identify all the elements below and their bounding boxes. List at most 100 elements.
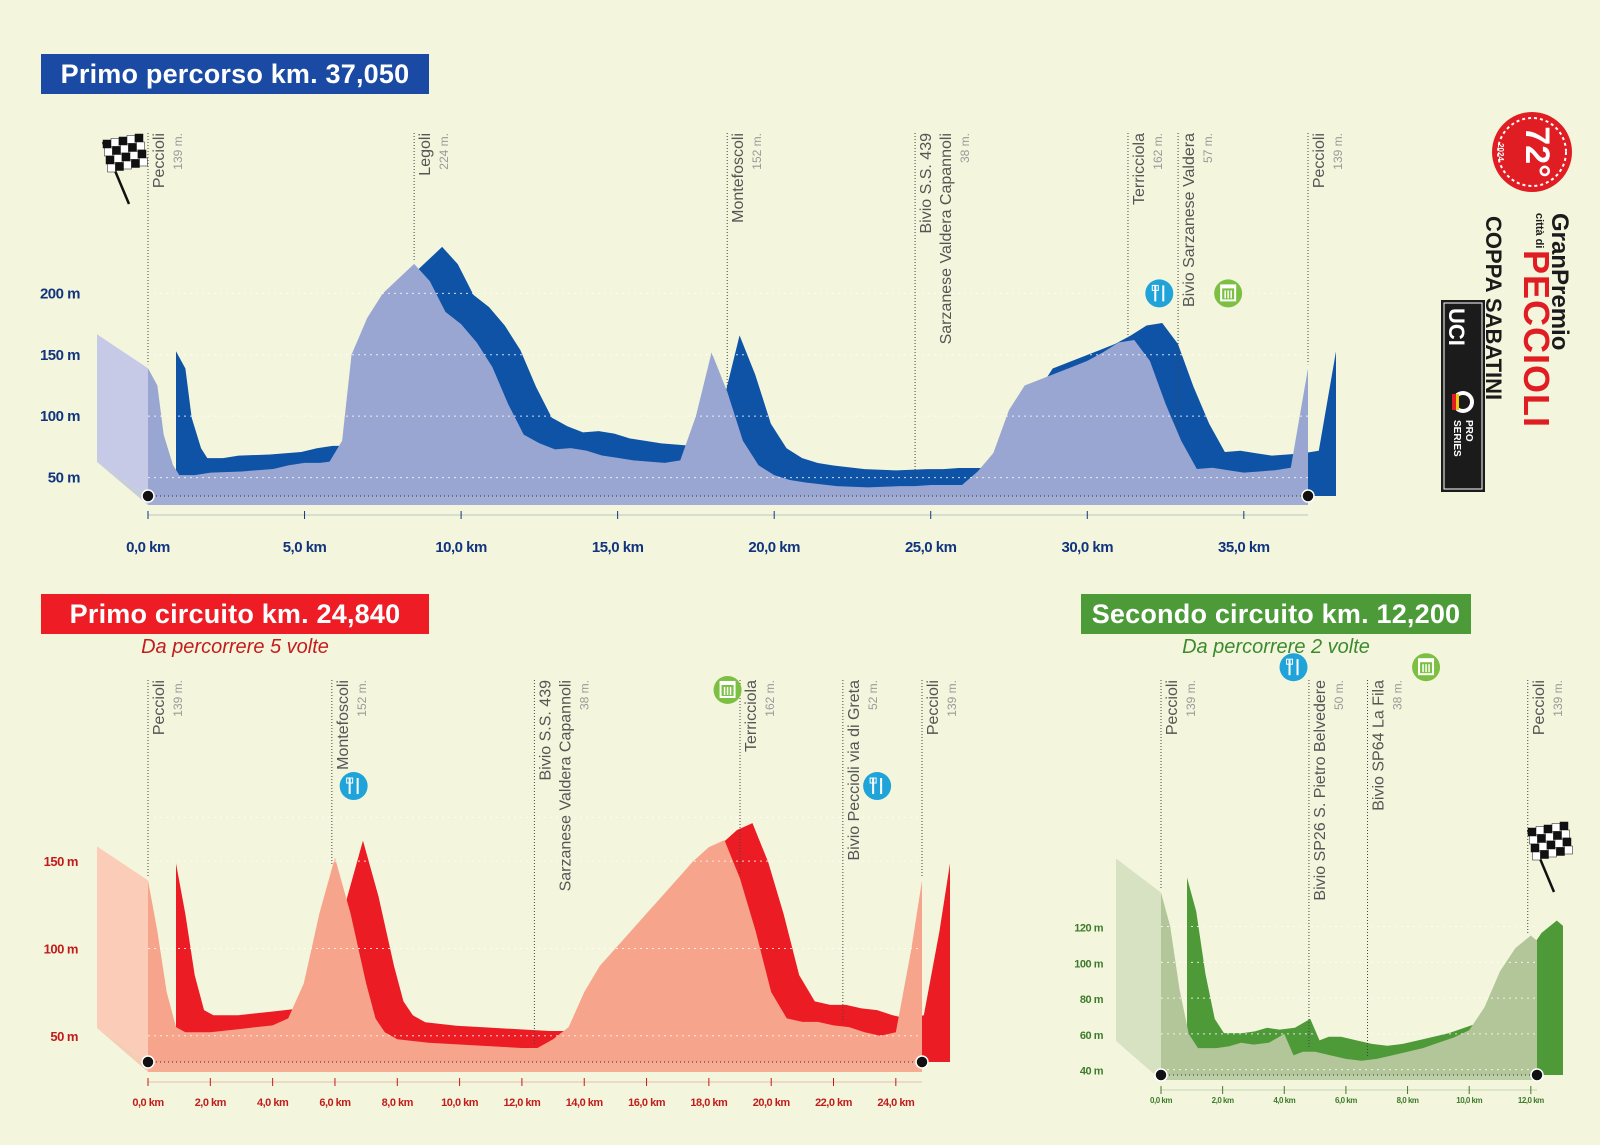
- waypoint-name: Peccioli: [1531, 680, 1548, 735]
- feed-zone-icon: [863, 772, 892, 801]
- edition-year: 2024: [1496, 143, 1505, 161]
- x-tick-label: 24,0 km: [877, 1097, 915, 1109]
- x-tick-label: 0,0 km: [132, 1097, 164, 1109]
- x-tick-label: 18,0 km: [690, 1097, 728, 1109]
- end-dot: [915, 1055, 929, 1069]
- waypoint-name: Terricciola: [743, 680, 760, 752]
- y-tick-label: 200 m: [40, 285, 80, 302]
- waypoint: Legoli 224 m.: [413, 133, 451, 260]
- x-tick-label: 6,0 km: [1335, 1096, 1357, 1105]
- x-tick-label: 30,0 km: [1061, 539, 1113, 556]
- waypoint-name: Bivio S.S. 439: [918, 133, 935, 234]
- waypoint: Peccioli 139 m.: [1160, 680, 1198, 889]
- waypoint: Bivio S.S. 439 Sarzanese Valdera Capannol…: [533, 680, 591, 1045]
- waypoint: Bivio S.S. 439 Sarzanese Valdera Capannol…: [914, 133, 972, 483]
- waypoint: Montefoscoli 152 m.: [726, 133, 764, 388]
- waypoint-altitude: 162 m.: [1151, 133, 1165, 170]
- waste-zone-icon: [1412, 653, 1441, 682]
- x-tick-label: 14,0 km: [566, 1097, 604, 1109]
- waypoint-altitude: 224 m.: [437, 133, 451, 170]
- waypoint-altitude: 152 m.: [355, 680, 369, 717]
- x-tick-label: 20,0 km: [748, 539, 800, 556]
- x-tick-label: 4,0 km: [257, 1097, 289, 1109]
- waypoint-name: Bivio SP64 La Fila: [1370, 680, 1387, 811]
- waypoint: Bivio SP26 S. Pietro Belvedere 50 m.: [1308, 680, 1346, 1048]
- x-tick-label: 10,0 km: [1456, 1096, 1482, 1105]
- y-tick-label: 100 m: [40, 408, 80, 425]
- waypoint-name: Bivio S.S. 439: [537, 680, 554, 781]
- side-panel: [97, 334, 148, 496]
- profile-shelf: [97, 1028, 922, 1072]
- waypoint: Peccioli 139 m.: [921, 680, 959, 877]
- waypoint-name: Montefoscoli: [730, 133, 747, 223]
- start-dot: [1154, 1068, 1168, 1082]
- x-tick-label: 2,0 km: [195, 1097, 227, 1109]
- checkered-flag-icon: [101, 133, 148, 205]
- waypoint-name: Peccioli: [925, 680, 942, 735]
- x-tick-label: 35,0 km: [1218, 539, 1270, 556]
- x-tick-label: 12,0 km: [1518, 1096, 1544, 1105]
- start-dot: [141, 489, 155, 503]
- profile-area: [1161, 892, 1537, 1080]
- y-tick-label: 50 m: [50, 1029, 78, 1044]
- profile-c1: 50 m 100 m 150 m 200 m 0,0 km 5,0 km 10,0 km 15…: [40, 133, 1345, 556]
- x-tick-label: 15,0 km: [592, 539, 644, 556]
- y-tick-label: 100 m: [44, 941, 78, 956]
- x-tick-label: 20,0 km: [753, 1097, 791, 1109]
- waypoint: Peccioli 139 m.: [1307, 133, 1345, 365]
- waypoint-name-2: Sarzanese Valdera Capannoli: [557, 680, 574, 891]
- x-tick-label: 25,0 km: [905, 539, 957, 556]
- waypoint-altitude: 38 m.: [577, 680, 591, 710]
- waypoint-altitude: 139 m.: [945, 680, 959, 717]
- x-tick-label: 0,0 km: [126, 539, 170, 556]
- waypoint-name: Bivio Sarzanese Valdera: [1181, 133, 1198, 307]
- race-line1: GranPremio: [1546, 213, 1573, 350]
- race-line2: città di: [1533, 213, 1545, 248]
- banner-secondo-circuito: Secondo circuito km. 12,200: [1081, 594, 1471, 634]
- waste-zone-icon: [713, 675, 742, 704]
- x-tick-label: 16,0 km: [628, 1097, 666, 1109]
- waypoint-name: Peccioli: [151, 680, 168, 735]
- waypoint-name: Montefoscoli: [335, 680, 352, 770]
- waypoint-altitude: 139 m.: [1184, 680, 1198, 717]
- waypoint: Bivio SP64 La Fila 38 m.: [1366, 680, 1404, 1056]
- waste-zone-icon: [1214, 279, 1243, 308]
- x-tick-label: 10,0 km: [435, 539, 487, 556]
- uci-badge: UCI PRO SERIES: [1441, 300, 1485, 492]
- race-name: GranPremio città di PECCIOLI COPPA SABAT…: [1481, 213, 1573, 428]
- x-tick-label: 8,0 km: [1397, 1096, 1419, 1105]
- x-tick-label: 4,0 km: [1273, 1096, 1295, 1105]
- y-tick-label: 60 m: [1080, 1030, 1104, 1042]
- profile-area: [148, 263, 1308, 505]
- waypoint-name: Peccioli: [1164, 680, 1181, 735]
- waypoint-name: Bivio Peccioli via di Greta: [846, 680, 863, 861]
- race-line4: COPPA SABATINI: [1481, 216, 1506, 400]
- waypoint: Peccioli 139 m.: [147, 680, 185, 877]
- y-tick-label: 100 m: [1074, 958, 1103, 970]
- start-dot: [141, 1055, 155, 1069]
- uci-series: SERIES: [1451, 420, 1462, 457]
- waypoint-altitude: 38 m.: [958, 133, 972, 163]
- subtitle-secondo-circuito: Da percorrere 2 volte: [1182, 636, 1370, 658]
- feed-zone-icon: [1279, 653, 1308, 682]
- waypoint: Terricciola 162 m.: [1127, 133, 1165, 338]
- waypoint: Montefoscoli 152 m.: [331, 680, 369, 865]
- waypoint-name-2: Sarzanese Valdera Capannoli: [938, 133, 955, 344]
- waypoint-altitude: 152 m.: [750, 133, 764, 170]
- waypoint-altitude: 139 m.: [1331, 133, 1345, 170]
- y-tick-label: 120 m: [1074, 923, 1103, 935]
- waypoint-altitude: 139 m.: [171, 133, 185, 170]
- x-tick-label: 8,0 km: [382, 1097, 414, 1109]
- waypoint-name: Legoli: [417, 133, 434, 176]
- waypoint-altitude: 162 m.: [763, 680, 777, 717]
- side-panel: [97, 846, 148, 1062]
- waypoint-altitude: 139 m.: [1551, 680, 1565, 717]
- profile-c2: 50 m 100 m 150 m 0,0 km 2,0 km 4,0 km 6,0 km 8,…: [44, 680, 959, 1109]
- x-tick-label: 0,0 km: [1150, 1096, 1172, 1105]
- x-tick-label: 10,0 km: [441, 1097, 479, 1109]
- waypoint: Peccioli 139 m.: [1527, 680, 1565, 934]
- waypoint: Bivio Sarzanese Valdera 57 m.: [1177, 133, 1215, 430]
- y-tick-label: 50 m: [48, 470, 80, 487]
